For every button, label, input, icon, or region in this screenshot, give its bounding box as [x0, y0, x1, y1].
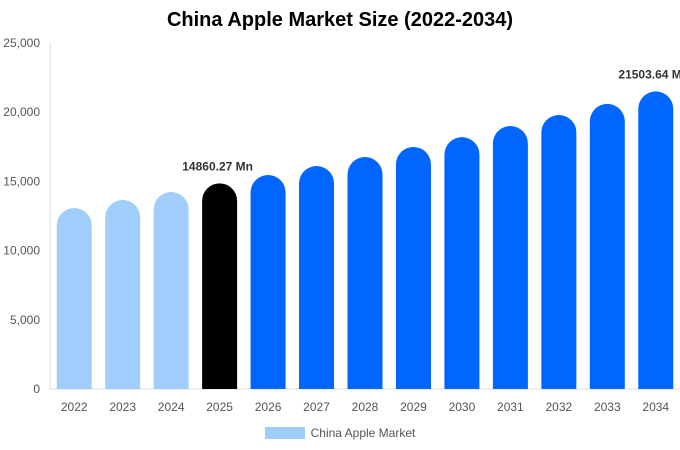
- x-tick-label: 2026: [255, 400, 282, 414]
- x-tick-label: 2030: [449, 400, 476, 414]
- data-label: 21503.64 Mn: [618, 67, 680, 81]
- x-tick-label: 2028: [352, 400, 379, 414]
- x-tick-label: 2024: [158, 400, 185, 414]
- y-tick-label: 15,000: [3, 174, 40, 188]
- x-tick-label: 2031: [497, 400, 524, 414]
- bar-2028: [347, 157, 383, 389]
- x-tick-label: 2022: [61, 400, 88, 414]
- y-tick-label: 10,000: [3, 244, 40, 258]
- x-tick-label: 2025: [206, 400, 233, 414]
- y-tick-label: 0: [33, 382, 40, 396]
- x-tick-label: 2032: [545, 400, 572, 414]
- legend[interactable]: China Apple Market: [0, 426, 680, 440]
- x-tick-label: 2029: [400, 400, 427, 414]
- x-tick-label: 2027: [303, 400, 330, 414]
- legend-label: China Apple Market: [310, 426, 416, 440]
- y-tick-label: 20,000: [3, 105, 40, 119]
- bar-2025: [202, 183, 238, 389]
- x-tick-label: 2034: [642, 400, 669, 414]
- bar-2026: [250, 175, 286, 389]
- bar-2034: [638, 91, 674, 390]
- data-label: 14860.27 Mn: [182, 159, 253, 173]
- bar-2022: [56, 207, 92, 389]
- bar-2024: [153, 192, 189, 389]
- y-tick-label: 5,000: [10, 313, 40, 327]
- bar-2029: [395, 146, 431, 389]
- bar-2030: [444, 137, 480, 389]
- bar-2033: [589, 103, 625, 390]
- chart-title: China Apple Market Size (2022-2034): [166, 9, 514, 31]
- legend-swatch: [264, 427, 305, 439]
- bar-2031: [492, 126, 528, 389]
- bar-2023: [105, 199, 141, 389]
- bar-2032: [541, 114, 577, 390]
- x-tick-label: 2033: [594, 400, 621, 414]
- x-tick-label: 2023: [109, 400, 136, 414]
- y-tick-label: 25,000: [3, 36, 40, 50]
- bar-2027: [299, 166, 335, 389]
